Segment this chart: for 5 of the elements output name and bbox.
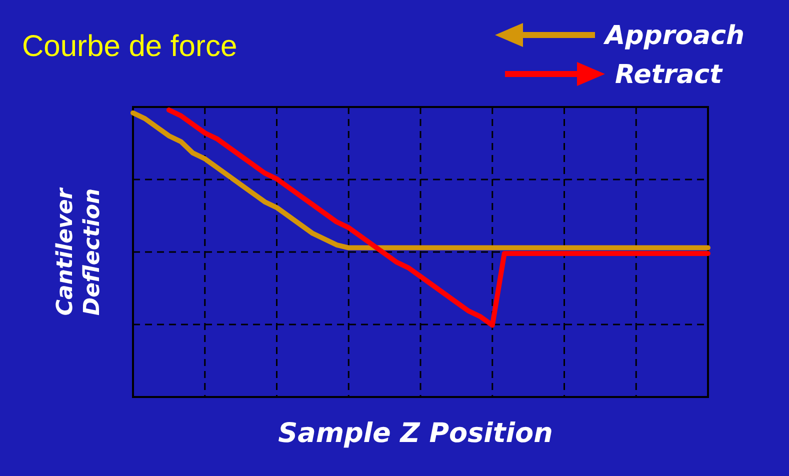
legend-label: Retract: [615, 60, 724, 90]
legend-label: Approach: [603, 21, 744, 51]
chart-title: Courbe de force: [22, 30, 238, 63]
y-axis-title: Cantilever Deflection: [53, 187, 105, 316]
x-axis-title: Sample Z Position: [278, 418, 553, 449]
